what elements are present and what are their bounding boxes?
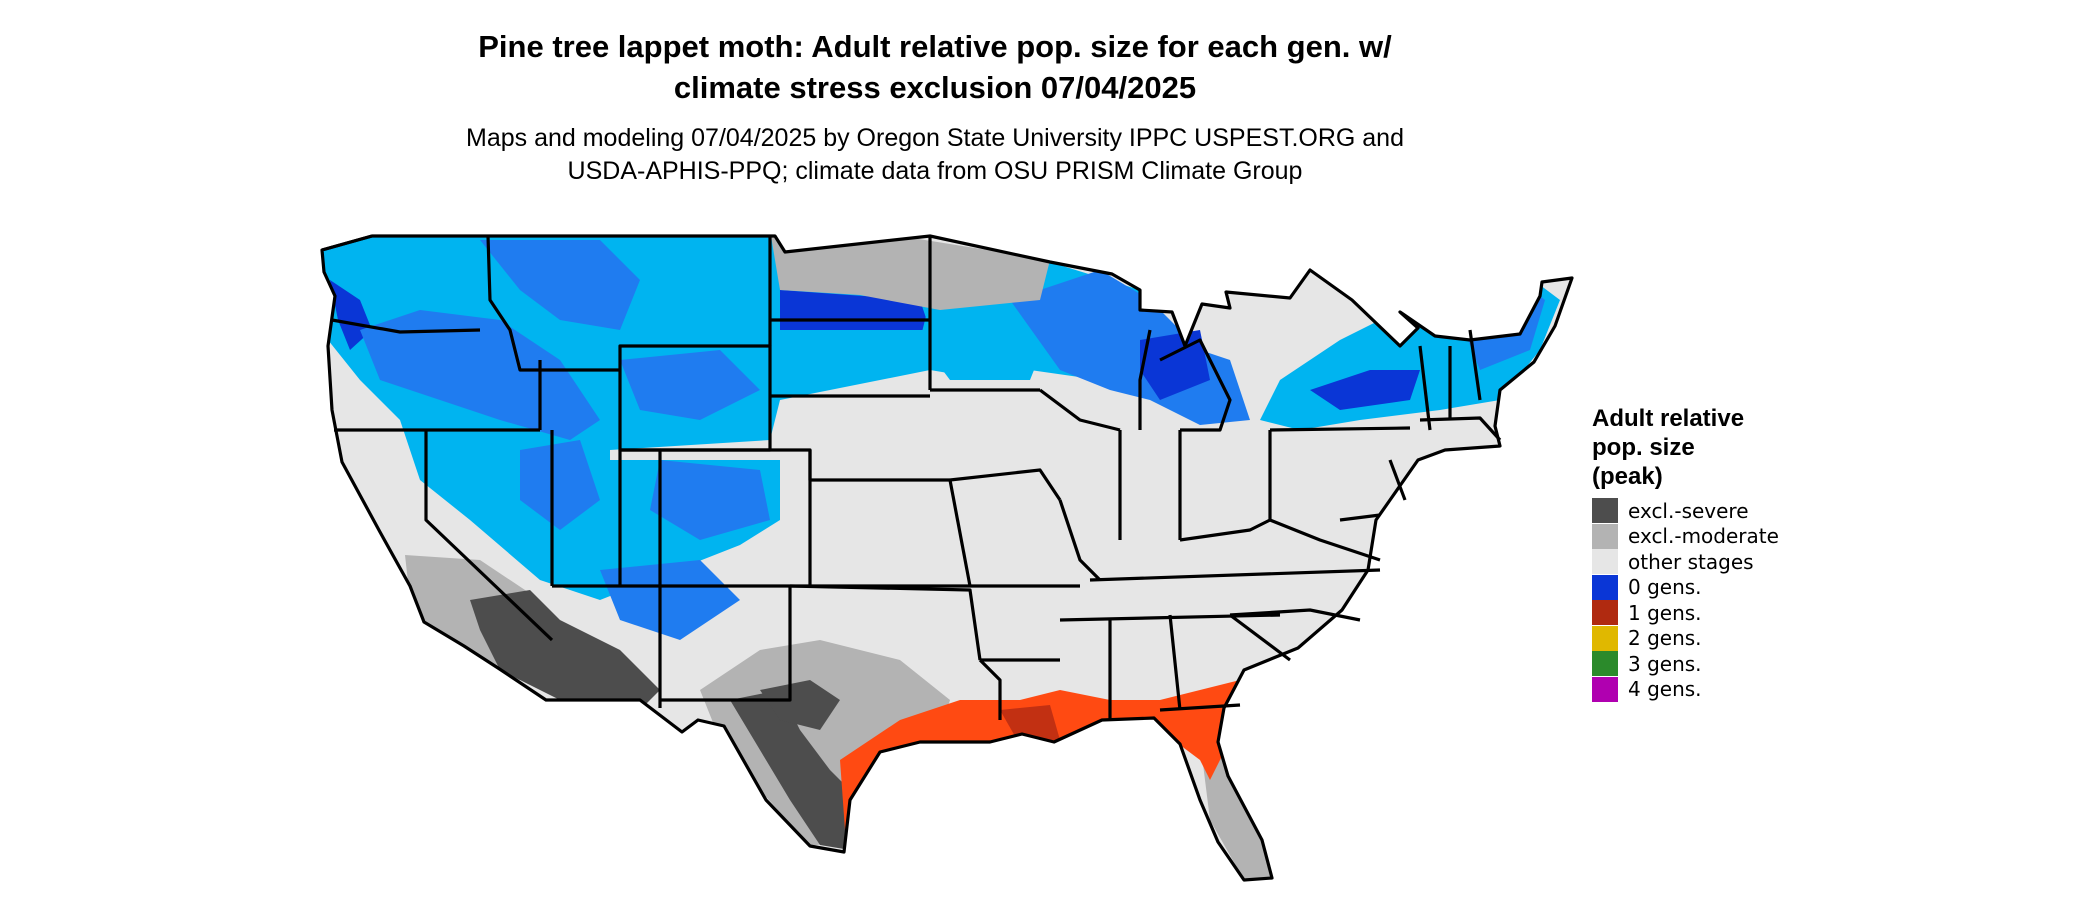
legend-label: 4 gens.	[1628, 677, 1702, 702]
legend-item: 1 gens.	[1592, 600, 1792, 626]
legend-swatch	[1592, 523, 1618, 549]
legend-item: excl.-moderate	[1592, 523, 1792, 550]
border-ia-mo	[949, 468, 1062, 501]
legend-swatch	[1592, 676, 1618, 702]
grey-dark-west-texas	[760, 680, 840, 730]
blue-mid-rockies	[480, 240, 640, 330]
blue-dark-michigan	[1140, 330, 1210, 400]
legend-item: other stages	[1592, 549, 1792, 575]
border-al-ga	[1168, 614, 1182, 711]
border-wi-il	[1039, 388, 1121, 432]
border-ky-wv-oh	[1179, 518, 1271, 542]
map-title: Pine tree lappet moth: Adult relative po…	[330, 26, 1540, 108]
legend-swatch	[1592, 498, 1618, 524]
map-subtitle: Maps and modeling 07/04/2025 by Oregon S…	[330, 122, 1540, 188]
border-ga-fl	[1159, 703, 1241, 712]
border-ks-mo	[948, 479, 972, 587]
legend-swatch	[1592, 600, 1618, 626]
blue-newmexico	[600, 560, 740, 640]
border-ca-nv	[424, 430, 554, 642]
title-line-2: climate stress exclusion 07/04/2025	[673, 70, 1197, 105]
red-dark-louisiana	[1000, 705, 1060, 745]
border-michigan-lower	[1159, 338, 1232, 432]
legend-swatch	[1592, 651, 1618, 677]
border-pa-ny	[1269, 426, 1411, 432]
border-ny-vt-nh	[1418, 345, 1432, 431]
legend-label: other stages	[1628, 549, 1754, 574]
legend-item: 4 gens.	[1592, 676, 1792, 703]
border-id-mt	[486, 235, 620, 372]
subtitle-line-2: USDA-APHIS-PPQ; climate data from OSU PR…	[567, 157, 1303, 185]
legend-swatch	[1592, 574, 1618, 600]
blue-mid-utah	[520, 440, 600, 530]
grey-light-florida	[1200, 740, 1272, 880]
legend-title-line-1: Adult relative	[1592, 405, 1745, 432]
border-ky-tn	[1089, 568, 1381, 582]
legend-label: excl.-severe	[1628, 498, 1749, 523]
border-il-mo	[1058, 499, 1102, 582]
legend-item: 0 gens.	[1592, 574, 1792, 601]
blue-mid-wyoming	[620, 350, 760, 420]
state-borders	[320, 234, 1574, 882]
border-wv-va	[1269, 518, 1381, 562]
border-wa-or	[331, 318, 481, 334]
legend-label: 2 gens.	[1628, 626, 1702, 651]
grey-dark-texas	[730, 690, 860, 850]
border-lake-michigan	[1138, 329, 1152, 430]
legend-item: excl.-severe	[1592, 498, 1792, 524]
border-md-de	[1339, 513, 1381, 522]
title-line-1: Pine tree lappet moth: Adult relative po…	[478, 29, 1392, 64]
border-ma-ct-ri	[1419, 416, 1502, 442]
legend-label: 0 gens.	[1628, 575, 1702, 600]
legend-title: Adult relative pop. size (peak)	[1592, 404, 1792, 491]
legend-swatch	[1592, 625, 1618, 651]
border-nh-me	[1468, 329, 1482, 401]
legend-items: excl.-severe excl.-moderate other stages 0 …	[1592, 498, 1792, 702]
border-nm-tx	[660, 586, 792, 702]
legend-title-line-3: (peak)	[1592, 463, 1663, 490]
legend-item: 3 gens.	[1592, 651, 1792, 677]
legend-title-line-2: pop. size	[1592, 434, 1695, 461]
border-ga-sc	[1229, 613, 1291, 662]
legend-swatch	[1592, 549, 1618, 575]
border-us-outline	[320, 234, 1574, 882]
legend-item: 2 gens.	[1592, 625, 1792, 652]
border-nc-sc	[1229, 608, 1361, 622]
grey-dark-southwest	[470, 590, 660, 710]
legend: Adult relative pop. size (peak) excl.-se…	[1592, 404, 1792, 702]
grey-light-dakotas	[770, 236, 1050, 310]
subtitle-line-1: Maps and modeling 07/04/2025 by Oregon S…	[466, 124, 1404, 152]
legend-label: excl.-moderate	[1628, 524, 1779, 549]
blue-mid-colorado	[650, 460, 770, 540]
us-map	[320, 234, 1574, 882]
border-nj	[1388, 459, 1407, 501]
blue-dark-new-york	[1310, 370, 1420, 410]
legend-label: 3 gens.	[1628, 651, 1702, 676]
border-ok-tx	[789, 584, 982, 661]
legend-label: 1 gens.	[1628, 600, 1702, 625]
border-tx-la	[978, 658, 1002, 720]
